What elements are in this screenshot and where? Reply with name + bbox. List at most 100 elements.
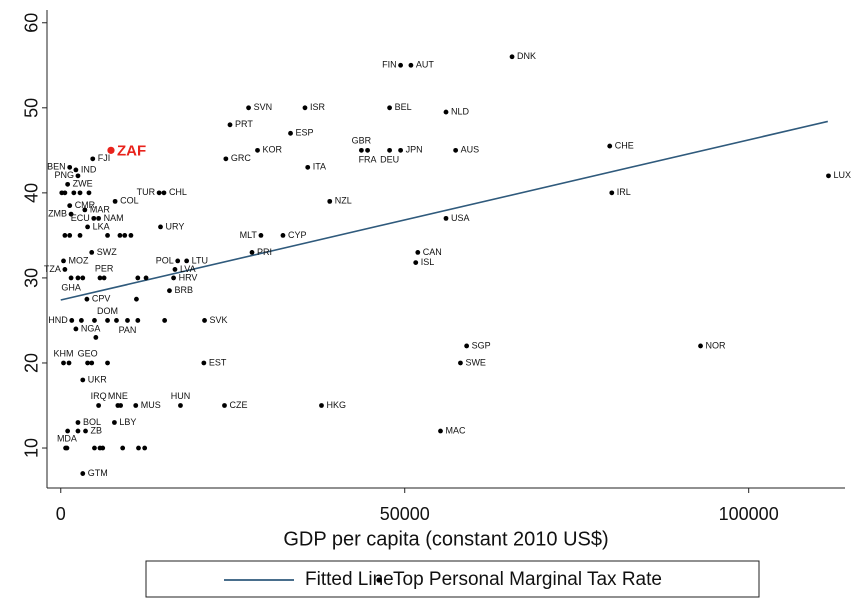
point-label: PRI (257, 247, 272, 257)
point-label: BOL (83, 417, 101, 427)
point (464, 343, 470, 349)
point-label: TZA (44, 264, 61, 274)
point-label: COL (120, 196, 139, 206)
point (77, 232, 83, 238)
point-label: CMR (75, 200, 96, 210)
point-label: CYP (288, 230, 307, 240)
point (92, 318, 97, 323)
point (84, 296, 90, 302)
point (78, 318, 84, 323)
point-label: SWZ (97, 247, 117, 257)
point-label: PER (95, 263, 114, 273)
highlight-label: ZAF (117, 142, 146, 159)
point-label: PRT (235, 119, 253, 129)
point (61, 360, 66, 366)
point-label: DNK (517, 51, 536, 61)
point (117, 232, 123, 238)
point (100, 445, 106, 451)
point (86, 190, 92, 196)
point (125, 318, 130, 323)
point-label: ITA (313, 162, 326, 172)
point (408, 62, 414, 68)
point (75, 275, 81, 281)
point (607, 143, 613, 149)
point (288, 130, 293, 136)
point (73, 326, 79, 332)
point-label: HRV (179, 272, 198, 282)
point (172, 267, 178, 272)
point (61, 258, 66, 264)
point (398, 62, 403, 68)
point-label: PAN (119, 325, 137, 335)
point (387, 105, 392, 111)
y-tick-label: 10 (22, 438, 42, 458)
point (83, 428, 88, 434)
point (112, 420, 117, 425)
point-label: IND (81, 164, 97, 174)
point-label: MUS (141, 400, 161, 410)
point-label: KHM (54, 348, 74, 358)
y-tick-label: 30 (22, 268, 42, 288)
point (122, 232, 128, 238)
legend-marker (376, 577, 382, 583)
point (698, 343, 703, 349)
point-label: NZL (335, 196, 352, 206)
point-label: NLD (451, 106, 470, 116)
point (319, 403, 324, 408)
point (118, 403, 124, 408)
point (413, 260, 419, 266)
point-label: USA (451, 213, 470, 223)
point (89, 250, 95, 255)
point (280, 232, 286, 238)
point (90, 156, 96, 162)
point-label: PNG (54, 170, 74, 180)
point-label: NAM (104, 213, 124, 223)
point-label: CPV (92, 294, 111, 304)
point (65, 428, 71, 434)
point-label: GEO (78, 348, 98, 358)
point-label: CAN (423, 247, 442, 257)
point (65, 181, 71, 187)
point (453, 147, 459, 153)
point (227, 122, 233, 128)
point-label: BRB (174, 285, 193, 295)
point-label: MAR (90, 204, 111, 214)
point (222, 403, 227, 408)
point (96, 403, 101, 408)
point-label: AUT (416, 60, 435, 70)
point-label: LBY (119, 417, 136, 427)
point-label: BEL (395, 102, 412, 112)
point-label: CHE (615, 140, 634, 150)
point-label: EST (209, 357, 227, 367)
point-label: MAC (445, 425, 466, 435)
point (246, 105, 251, 111)
point (175, 258, 181, 264)
point (826, 173, 831, 179)
point (142, 445, 148, 451)
point-label: ESP (296, 128, 314, 138)
point (135, 275, 141, 281)
point (75, 428, 81, 434)
point-label: HUN (171, 391, 191, 401)
point (67, 164, 73, 170)
point (75, 420, 81, 425)
x-tick-label: 100000 (719, 504, 779, 524)
point (249, 250, 255, 255)
point-label: CZE (229, 400, 247, 410)
point-label: HND (48, 315, 68, 325)
point-label: DEU (380, 155, 399, 165)
point (101, 275, 107, 281)
point-label: NOR (706, 340, 727, 350)
point (71, 190, 77, 196)
point (68, 211, 74, 217)
point (161, 190, 167, 196)
x-tick-label: 50000 (380, 504, 430, 524)
point (120, 445, 126, 451)
point (69, 318, 75, 323)
point (202, 318, 207, 323)
point-label: JPN (406, 145, 423, 155)
point-label: HKG (326, 400, 346, 410)
point (143, 275, 149, 281)
point-label: ZB (91, 425, 103, 435)
